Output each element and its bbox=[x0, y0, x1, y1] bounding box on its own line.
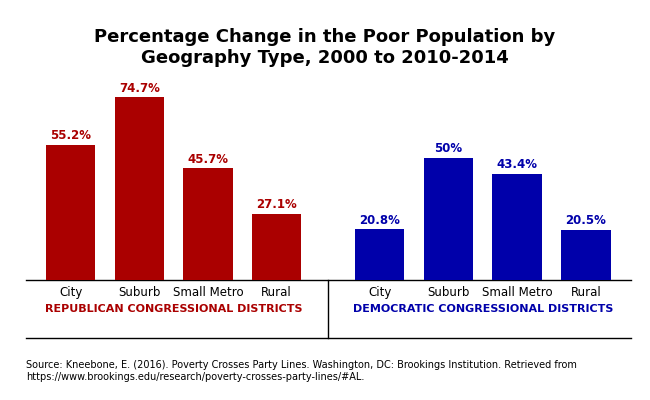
Bar bbox=[355, 229, 404, 280]
Bar bbox=[183, 168, 233, 280]
Text: 55.2%: 55.2% bbox=[50, 130, 91, 142]
Text: 27.1%: 27.1% bbox=[256, 198, 297, 211]
Text: 45.7%: 45.7% bbox=[188, 153, 229, 166]
Text: Source: Kneebone, E. (2016). Poverty Crosses Party Lines. Washington, DC: Brooki: Source: Kneebone, E. (2016). Poverty Cro… bbox=[26, 360, 577, 382]
Text: DEMOCRATIC CONGRESSIONAL DISTRICTS: DEMOCRATIC CONGRESSIONAL DISTRICTS bbox=[352, 304, 613, 314]
Text: 43.4%: 43.4% bbox=[497, 158, 538, 171]
Text: 20.8%: 20.8% bbox=[359, 214, 400, 227]
Bar bbox=[46, 145, 96, 280]
Text: 74.7%: 74.7% bbox=[119, 82, 160, 95]
Bar bbox=[114, 97, 164, 280]
Text: Percentage Change in the Poor Population by
Geography Type, 2000 to 2010-2014: Percentage Change in the Poor Population… bbox=[94, 28, 556, 67]
Bar bbox=[561, 230, 610, 280]
Text: 50%: 50% bbox=[434, 142, 463, 155]
Bar bbox=[493, 174, 542, 280]
Text: 20.5%: 20.5% bbox=[566, 214, 606, 227]
Text: REPUBLICAN CONGRESSIONAL DISTRICTS: REPUBLICAN CONGRESSIONAL DISTRICTS bbox=[45, 304, 302, 314]
Bar bbox=[252, 214, 302, 280]
Bar bbox=[424, 158, 473, 280]
